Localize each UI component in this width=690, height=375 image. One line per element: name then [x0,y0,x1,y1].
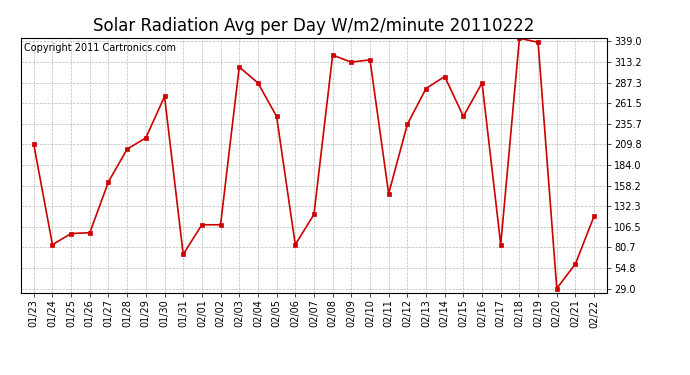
Text: Copyright 2011 Cartronics.com: Copyright 2011 Cartronics.com [23,43,176,52]
Title: Solar Radiation Avg per Day W/m2/minute 20110222: Solar Radiation Avg per Day W/m2/minute … [93,16,535,34]
